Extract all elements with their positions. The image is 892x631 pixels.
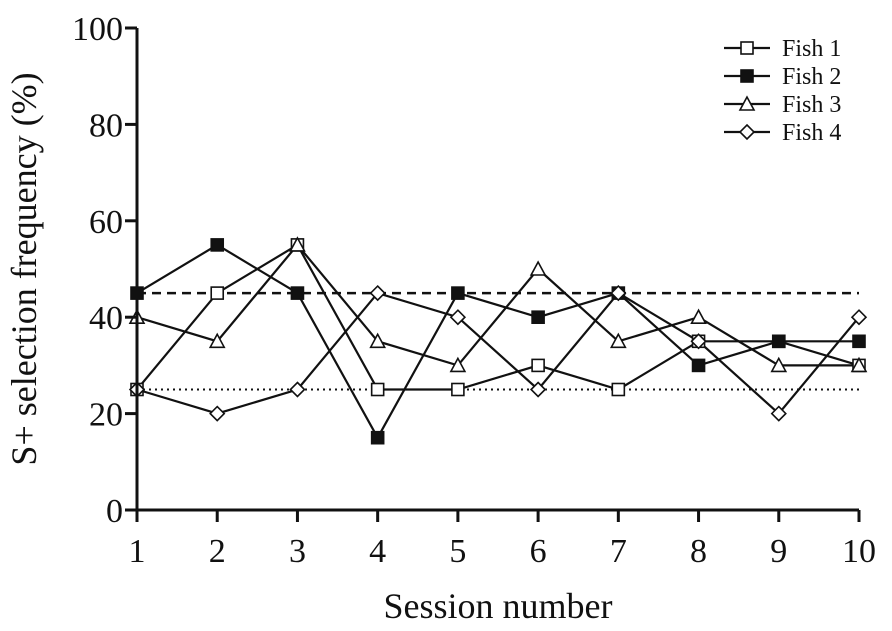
legend-marker (740, 41, 754, 55)
data-point-fish-2 (852, 334, 866, 349)
data-point-fish-3 (770, 356, 788, 373)
legend-label: Fish 4 (782, 120, 841, 146)
data-point-fish-1 (370, 382, 385, 397)
y-tick-label: 100 (72, 11, 123, 48)
data-point-fish-3 (850, 356, 868, 373)
data-point-fish-4 (449, 309, 467, 326)
data-point-fish-3 (529, 260, 547, 276)
data-point-fish-3 (208, 332, 226, 349)
y-tick-label: 40 (89, 300, 123, 337)
legend-marker (738, 95, 756, 111)
x-tick-label: 2 (209, 533, 226, 570)
data-point-fish-2 (771, 334, 786, 349)
x-tick-label: 1 (129, 533, 146, 570)
data-point-fish-4 (289, 381, 306, 398)
data-point-fish-2 (290, 286, 305, 300)
series-line-fish-4 (136, 291, 860, 416)
legend-label: Fish 3 (782, 92, 841, 118)
series-lines (136, 243, 860, 440)
data-point-fish-3 (369, 332, 387, 349)
data-point-fish-3 (609, 332, 627, 349)
x-tick-label: 9 (770, 533, 787, 570)
data-point-fish-1 (210, 286, 225, 300)
data-point-fish-4 (850, 309, 868, 326)
x-tick-label: 3 (289, 533, 306, 570)
data-point-fish-4 (690, 333, 707, 350)
x-axis-title: Session number (384, 586, 613, 626)
legend-label: Fish 1 (782, 36, 841, 62)
data-point-fish-1 (531, 358, 545, 373)
data-point-fish-4 (529, 381, 547, 398)
data-point-fish-3 (690, 308, 707, 325)
data-point-fish-4 (770, 405, 787, 422)
x-tick-label: 5 (449, 533, 466, 570)
y-tick-label: 0 (106, 493, 123, 530)
data-point-fish-2 (370, 430, 385, 445)
y-tick-label: 20 (89, 397, 123, 434)
data-point-fish-2 (451, 286, 465, 300)
legend-marker (740, 69, 754, 83)
data-point-fish-2 (210, 238, 225, 252)
legend-label: Fish 2 (782, 64, 841, 90)
x-tick-label: 7 (610, 533, 627, 570)
y-tick-label: 80 (89, 107, 123, 144)
legend-marker (738, 123, 756, 141)
y-axis-ticks: 0 20 40 60 80 100 (72, 11, 137, 530)
x-tick-label: 8 (690, 533, 707, 570)
data-point-fish-1 (611, 382, 626, 397)
series-line-fish-3 (136, 243, 859, 367)
data-point-fish-3 (449, 356, 467, 373)
data-point-fish-3 (289, 236, 306, 252)
series-line-fish-2 (136, 243, 859, 440)
data-point-fish-4 (369, 284, 386, 302)
y-tick-label: 60 (89, 204, 123, 241)
x-tick-label: 4 (369, 533, 386, 570)
data-point-fish-2 (531, 310, 545, 325)
data-point-fish-1 (451, 382, 465, 397)
data-point-fish-4 (209, 405, 226, 422)
axes (135, 28, 859, 512)
data-point-fish-4 (610, 284, 627, 302)
x-tick-label: 6 (530, 533, 547, 570)
x-axis-ticks: 1 2 3 4 5 6 7 8 9 10 (129, 510, 876, 570)
x-tick-label: 10 (842, 533, 876, 570)
data-point-fish-2 (691, 358, 706, 373)
y-axis-title: S+ selection frequency (%) (4, 72, 44, 465)
